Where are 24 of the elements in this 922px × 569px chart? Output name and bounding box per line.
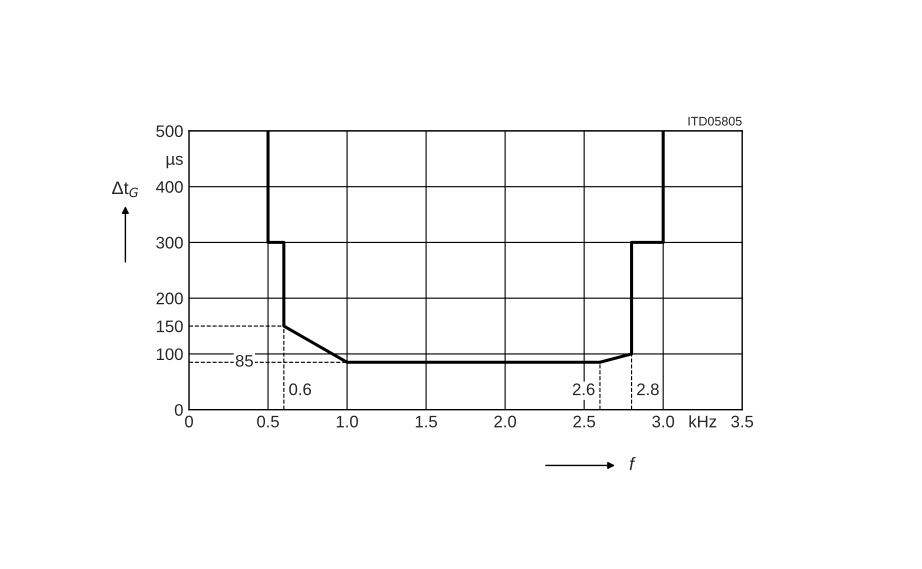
y-tick-label: 500 <box>156 125 183 138</box>
y-tick-label: 200 <box>156 292 183 304</box>
x-tick-label: 3.0 <box>652 416 674 428</box>
text: ITD05805 <box>688 116 742 126</box>
ref-line-label: 2.6 <box>572 383 594 396</box>
y-tick-label: 100 <box>156 348 183 360</box>
y-axis-title: Δt$_{G}$ <box>112 182 138 198</box>
x-tick-label: 2.5 <box>573 416 596 428</box>
x-tick-label: 2.0 <box>494 416 516 428</box>
x-tick-label: 3.5 <box>731 416 754 428</box>
y-tick-label: 0 <box>174 404 183 416</box>
y-tick-label: µs <box>166 156 183 168</box>
x-tick-label: kHz <box>689 415 716 428</box>
ref-line-label: 85 <box>236 354 253 367</box>
x-tick-label: 1.5 <box>416 416 437 428</box>
y-tick-label: 150 <box>156 320 183 332</box>
ref-line-label: 0.6 <box>289 383 312 396</box>
x-axis-title: f <box>630 457 636 470</box>
ref-line-label: 2.8 <box>637 383 659 396</box>
y-tick-label: 400 <box>156 181 183 193</box>
x-tick-label: 0.5 <box>257 416 279 428</box>
y-tick-label: 300 <box>156 236 183 249</box>
x-tick-label: 1.0 <box>336 416 358 428</box>
x-tick-label: 0 <box>185 416 193 428</box>
